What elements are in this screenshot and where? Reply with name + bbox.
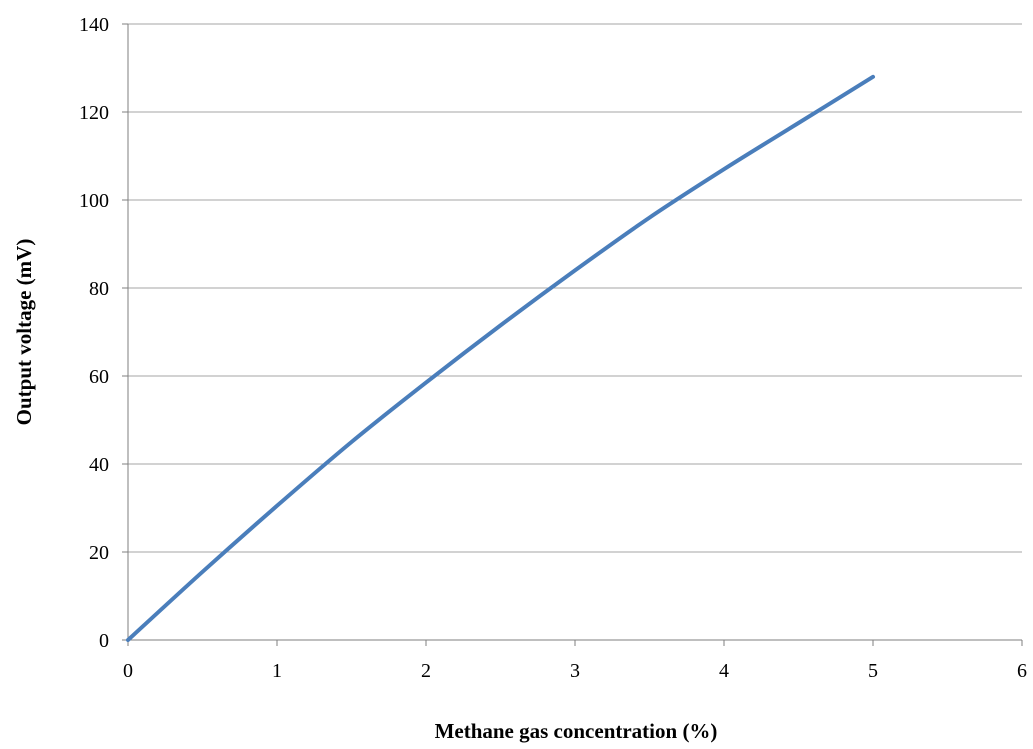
x-tick-label: 4	[719, 660, 729, 682]
y-tick-label: 100	[79, 190, 109, 212]
series-layer	[126, 74, 875, 642]
x-tick-label: 1	[272, 660, 282, 682]
x-tick-label: 5	[868, 660, 878, 682]
y-axis-title: Output voltage (mV)	[12, 239, 36, 426]
y-tick-label: 20	[89, 542, 109, 564]
axes	[122, 23, 1023, 646]
y-tick-label: 40	[89, 454, 109, 476]
x-tick-label: 6	[1017, 660, 1027, 682]
y-tick-label: 60	[89, 366, 109, 388]
x-tick-label: 3	[570, 660, 580, 682]
x-axis-title: Methane gas concentration (%)	[435, 719, 718, 743]
tick-labels: 0 20 40 60 80 100 120 140 0 1 2 3 4 5 6	[79, 14, 1027, 682]
x-tick-label: 0	[123, 660, 133, 682]
y-tick-label: 80	[89, 278, 109, 300]
x-tick-label: 2	[421, 660, 431, 682]
gridlines	[128, 23, 1022, 553]
y-tick-label: 120	[79, 102, 109, 124]
series-line	[126, 74, 875, 642]
y-tick-label: 0	[99, 630, 109, 652]
y-tick-label: 140	[79, 14, 109, 36]
